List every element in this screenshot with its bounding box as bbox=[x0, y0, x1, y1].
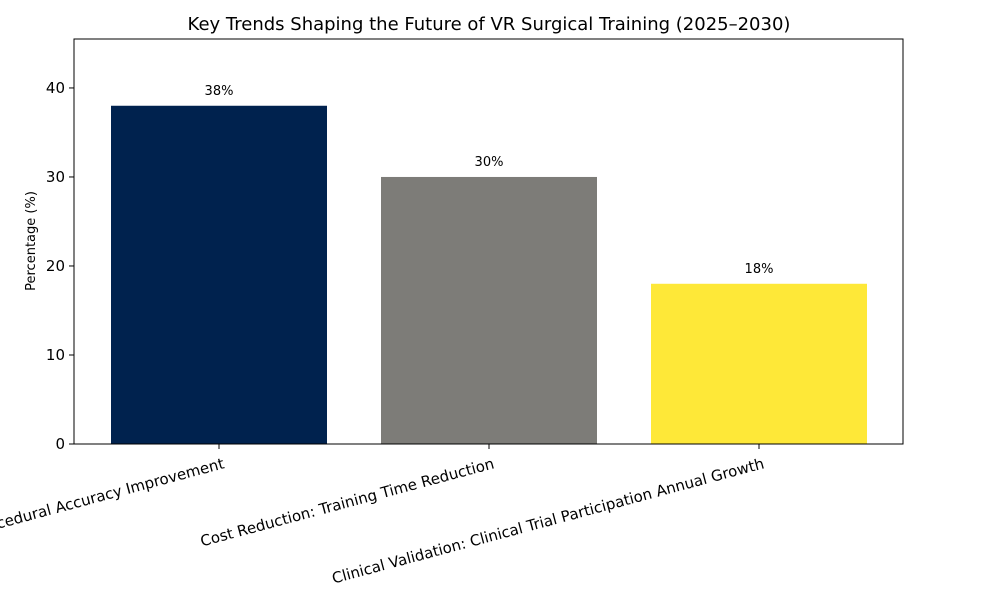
data-label-1: 38% bbox=[205, 84, 234, 99]
data-label-2: 30% bbox=[475, 155, 504, 170]
y-tick-label-10: 10 bbox=[46, 346, 65, 364]
y-tick-label-30: 30 bbox=[46, 168, 65, 186]
y-axis: 0 10 20 30 40 bbox=[46, 79, 74, 453]
x-tick-label-2: Cost Reduction: Training Time Reduction bbox=[198, 454, 496, 550]
x-tick-label-3: Clinical Validation: Clinical Trial Part… bbox=[330, 454, 766, 587]
data-labels-group: 38% 30% 18% bbox=[205, 84, 774, 277]
bar-3 bbox=[651, 283, 867, 444]
x-tick-label-1: Haptic Feedback: Procedural Accuracy Imp… bbox=[0, 454, 226, 573]
y-axis-title: Percentage (%) bbox=[24, 191, 39, 291]
y-tick-label-40: 40 bbox=[46, 79, 65, 97]
y-tick-label-20: 20 bbox=[46, 257, 65, 275]
bar-2 bbox=[381, 176, 597, 444]
bars-group bbox=[111, 105, 867, 444]
x-axis: Haptic Feedback: Procedural Accuracy Imp… bbox=[0, 444, 766, 587]
chart-title: Key Trends Shaping the Future of VR Surg… bbox=[188, 14, 791, 35]
plot-frame bbox=[73, 38, 904, 445]
bar-1 bbox=[111, 105, 327, 444]
data-label-3: 18% bbox=[745, 262, 774, 277]
y-tick-label-0: 0 bbox=[55, 435, 65, 453]
